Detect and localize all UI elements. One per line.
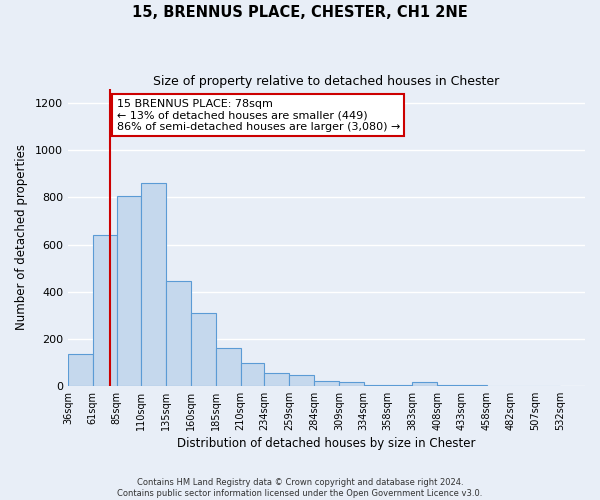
Bar bbox=[314, 381, 339, 386]
Bar bbox=[166, 281, 191, 386]
Bar bbox=[364, 384, 388, 386]
Bar bbox=[241, 364, 265, 386]
Text: 15 BRENNUS PLACE: 78sqm
← 13% of detached houses are smaller (449)
86% of semi-d: 15 BRENNUS PLACE: 78sqm ← 13% of detache… bbox=[116, 98, 400, 132]
Y-axis label: Number of detached properties: Number of detached properties bbox=[15, 144, 28, 330]
Bar bbox=[412, 382, 437, 386]
Bar bbox=[93, 235, 116, 386]
Bar bbox=[388, 384, 412, 386]
Bar bbox=[216, 348, 241, 386]
Bar bbox=[339, 382, 364, 386]
Text: 15, BRENNUS PLACE, CHESTER, CH1 2NE: 15, BRENNUS PLACE, CHESTER, CH1 2NE bbox=[132, 5, 468, 20]
Bar bbox=[116, 196, 142, 386]
Bar bbox=[289, 375, 314, 386]
Bar bbox=[462, 384, 487, 386]
Text: Contains HM Land Registry data © Crown copyright and database right 2024.
Contai: Contains HM Land Registry data © Crown c… bbox=[118, 478, 482, 498]
Bar bbox=[191, 313, 216, 386]
Bar bbox=[68, 354, 93, 386]
X-axis label: Distribution of detached houses by size in Chester: Distribution of detached houses by size … bbox=[177, 437, 476, 450]
Bar bbox=[142, 184, 166, 386]
Title: Size of property relative to detached houses in Chester: Size of property relative to detached ho… bbox=[154, 75, 500, 88]
Bar bbox=[265, 373, 289, 386]
Bar bbox=[437, 384, 462, 386]
